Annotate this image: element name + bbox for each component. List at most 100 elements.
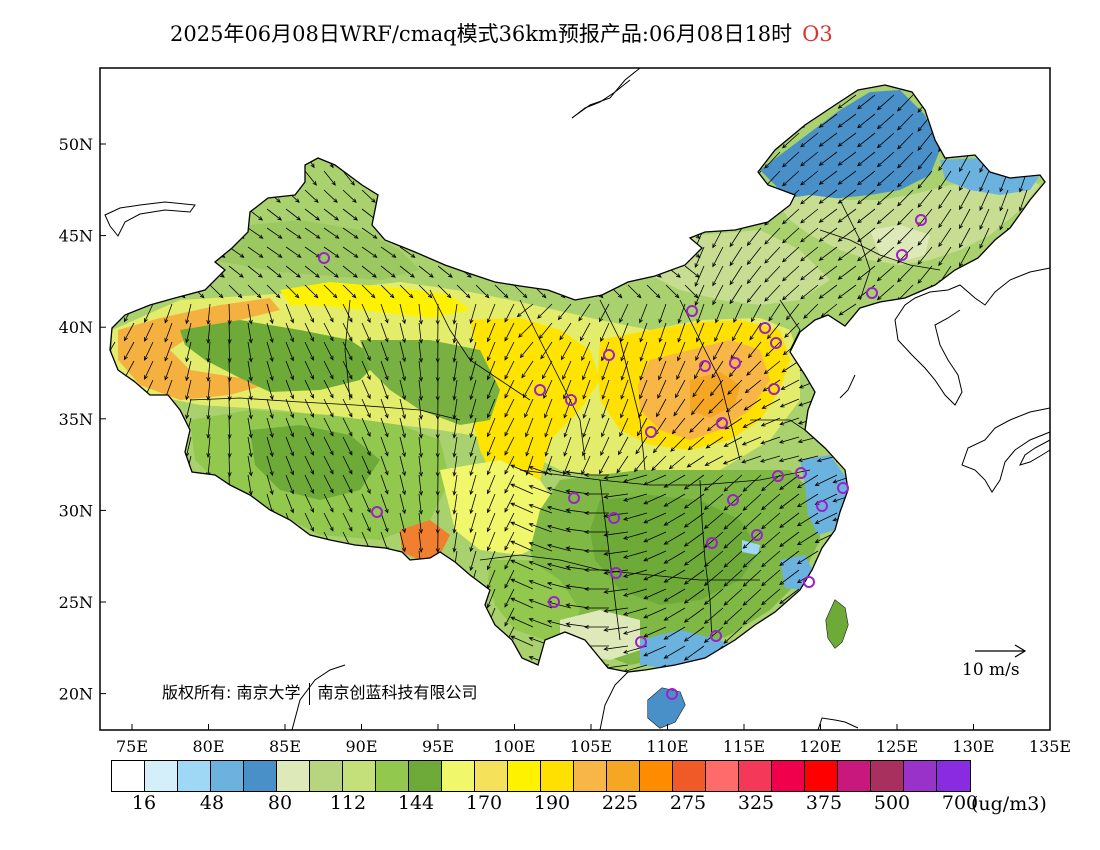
wind-vector-arrow <box>560 341 572 361</box>
wind-vector-arrow <box>623 588 648 597</box>
wind-vector-arrow <box>723 569 743 587</box>
wind-vector-arrow <box>658 341 667 362</box>
wind-vector-arrow <box>715 303 724 324</box>
province-boundaries <box>189 199 941 641</box>
wind-vector-arrow <box>663 607 686 621</box>
colorbar-label: 112 <box>329 792 367 814</box>
wind-vector-arrow <box>144 303 154 323</box>
colorbar-cell <box>871 761 904 791</box>
wind-vector-arrow <box>323 170 336 186</box>
wind-vector-arrow <box>818 265 838 280</box>
wind-vector-arrow <box>603 550 629 556</box>
wind-vector-arrow <box>164 303 173 324</box>
wind-vector-arrow <box>779 569 800 586</box>
wind-vector-arrow <box>814 474 838 486</box>
wind-vector-arrow <box>857 94 876 110</box>
lon-tick-label: 85E <box>269 737 301 756</box>
wind-vector-arrow <box>876 113 895 130</box>
wind-vector-arrow <box>504 569 515 589</box>
wind-vector-arrow <box>361 436 371 457</box>
wind-vector-arrow <box>486 303 496 324</box>
wind-vector-arrow <box>323 208 340 221</box>
monitoring-station-marker <box>699 360 711 372</box>
wind-vector-arrow <box>304 417 314 437</box>
wind-vector-arrow <box>522 379 534 399</box>
wind-vector-arrow <box>663 645 686 659</box>
wind-vector-arrow <box>361 474 371 495</box>
wind-vector-arrow <box>857 132 876 148</box>
wind-vector-arrow <box>742 550 762 568</box>
wind-vector-arrow <box>658 303 667 324</box>
wind-vector-arrow <box>266 398 274 420</box>
wind-vector-arrow <box>687 436 705 451</box>
wind-vector-arrow <box>618 436 629 456</box>
wind-vector-arrow <box>323 265 339 278</box>
wind-vector-arrow <box>639 379 648 400</box>
wind-vector-arrow <box>683 569 705 585</box>
wind-vector-arrow <box>643 645 667 657</box>
wind-vector-arrow <box>665 284 680 299</box>
wind-vector-arrow <box>304 208 321 221</box>
wind-vector-arrow <box>938 170 952 191</box>
wind-vector-arrow <box>741 436 762 446</box>
wind-vector-arrow <box>380 474 389 495</box>
monitoring-station-marker <box>610 567 622 579</box>
wind-vector-arrow <box>437 284 452 299</box>
wind-vector-arrow <box>729 265 743 286</box>
wind-vector-arrow <box>818 132 838 147</box>
wind-vector-arrow <box>285 398 294 419</box>
wind-vector-arrow <box>646 284 661 299</box>
colorbar-cell <box>904 761 937 791</box>
wind-vector-arrow <box>763 360 781 375</box>
wind-vector-arrow <box>639 341 648 362</box>
wind-vector-arrow <box>380 398 389 419</box>
lat-tick-label: 40N <box>59 318 93 337</box>
wind-vector-arrow <box>663 550 686 564</box>
wind-vector-arrow <box>959 246 971 268</box>
wind-vector-arrow <box>663 588 686 602</box>
wind-vector-arrow <box>876 246 895 263</box>
wind-vector-arrow <box>504 531 515 551</box>
map-title: 2025年06月08日WRF/cmaq模式36km预报产品:06月08日18时 O… <box>170 18 833 48</box>
colorbar-cell <box>310 761 343 791</box>
colorbar-cell <box>277 761 310 791</box>
lon-tick-label: 100E <box>493 737 535 756</box>
wind-vector-arrow <box>857 246 876 262</box>
colorbar-label: 144 <box>397 792 435 814</box>
wind-vector-arrow <box>361 322 371 343</box>
wind-vector-arrow <box>452 341 458 363</box>
wind-vector-arrow <box>643 512 667 524</box>
wind-vector-arrow <box>469 398 477 420</box>
wind-vector-arrow <box>475 284 490 299</box>
wind-vector-arrow <box>857 189 876 205</box>
wind-vector-arrow <box>323 379 334 399</box>
wind-vector-arrow <box>742 531 762 549</box>
title-main: 2025年06月08日WRF/cmaq模式36km预报产品:06月08日18时 <box>170 22 793 46</box>
lat-tick-label: 35N <box>59 410 93 429</box>
wind-vector-arrow <box>979 189 990 211</box>
wind-vector-arrow <box>643 569 667 581</box>
wind-vector-arrow <box>897 132 914 150</box>
wind-vector-arrow <box>694 265 705 288</box>
wind-vector-arrow <box>486 550 496 571</box>
wind-vector-arrow <box>361 493 371 514</box>
wind-vector-arrow <box>469 303 477 325</box>
wind-vector-arrow <box>714 322 724 343</box>
wind-vector-arrow <box>959 170 971 192</box>
wind-vector-arrow <box>761 398 781 409</box>
lat-tick-label: 50N <box>59 135 93 154</box>
wind-vector-arrow <box>380 360 389 381</box>
wind-vector-arrow <box>528 561 553 571</box>
wind-vector-arrow <box>206 398 211 420</box>
wind-vector-arrow <box>800 132 819 148</box>
colorbar-cell <box>838 761 871 791</box>
wind-vector-arrow <box>418 455 423 477</box>
wind-vector-arrow <box>623 512 648 521</box>
wind-vector-arrow <box>144 341 154 361</box>
colorbar-label: 325 <box>737 792 775 814</box>
monitoring-station-marker <box>866 287 878 299</box>
wind-vector-arrow <box>452 360 458 382</box>
colorbar-label: 500 <box>873 792 911 814</box>
wind-vector-arrow <box>623 531 648 540</box>
wind-vector-arrow <box>266 455 274 477</box>
